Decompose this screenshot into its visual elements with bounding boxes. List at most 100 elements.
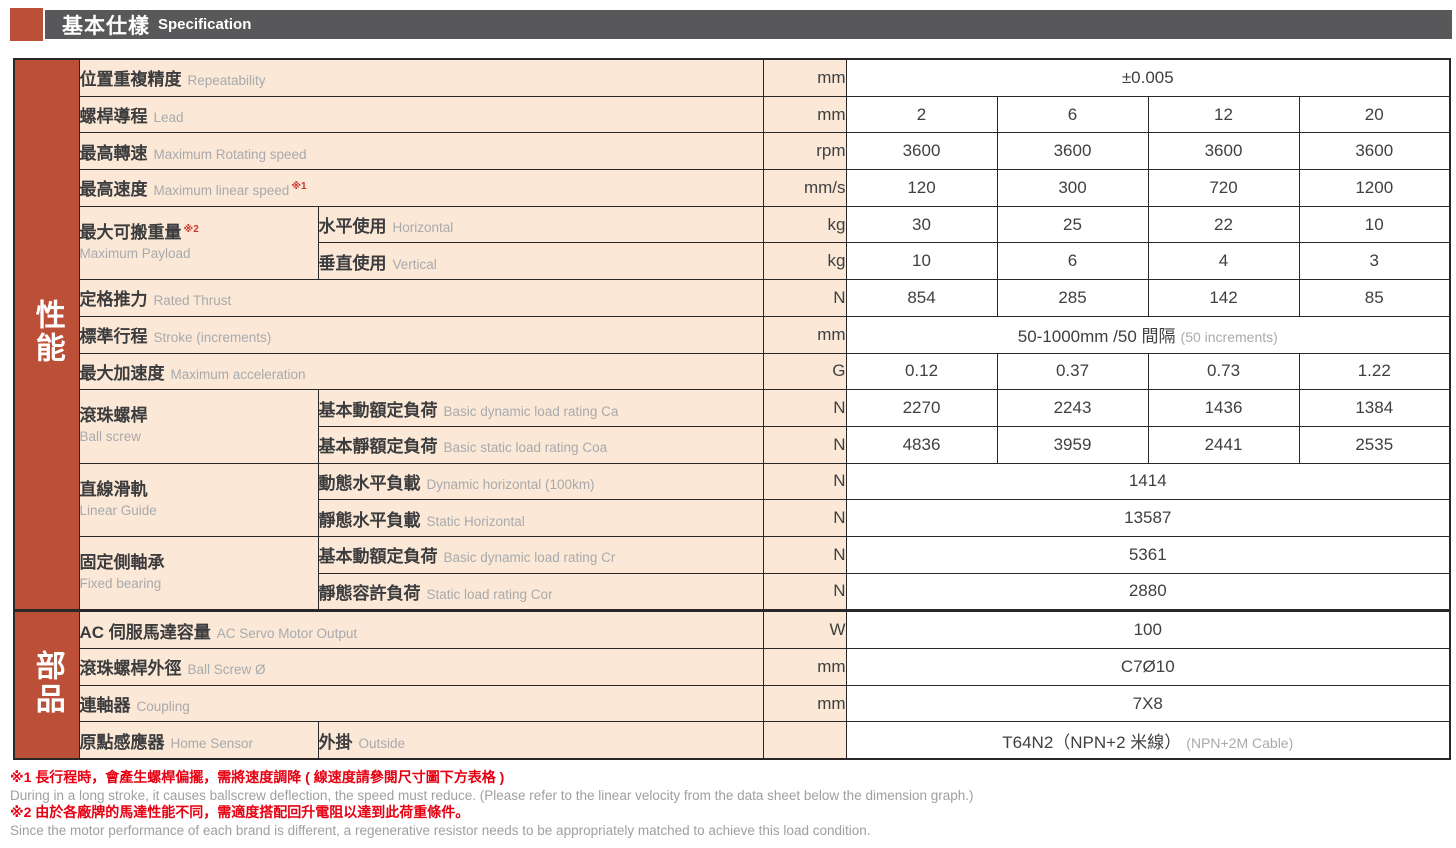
row-label-line-zh: 最大可搬重量 ※2 [80, 222, 318, 244]
table-row: 靜態容許負荷 Static load rating Cor N 2880 [14, 572, 1451, 612]
row-label-zh: 位置重複精度 [79, 70, 182, 90]
row-label-cell: 直線滑軌 Linear Guide [78, 462, 319, 537]
row-label-en: Linear Guide [79, 502, 157, 518]
row-sublabel-en: Basic dynamic load rating Ca [443, 403, 619, 419]
unit-cell: kg [762, 242, 847, 281]
unit-cell: mm [762, 315, 847, 354]
value-text: 100 [1133, 620, 1162, 640]
row-sublabel-cell: 基本動額定負荷 Basic dynamic load rating Ca [317, 389, 764, 427]
row-label-zh: 最大加速度 [79, 363, 165, 383]
value-text: 1414 [1128, 471, 1167, 491]
row-label-en: Fixed bearing [79, 576, 162, 592]
row-label-zh: 原點感應器 [79, 732, 165, 752]
value-cell: 3959 [996, 425, 1149, 464]
value-cell: 6 [996, 242, 1149, 281]
value-cell: ±0.005 [845, 58, 1451, 97]
value-cell: 3600 [1147, 132, 1300, 171]
row-label-cell: 滾珠螺桿外徑 Ball Screw Ø [78, 648, 764, 686]
section-label-text: 性能 [30, 299, 64, 366]
value-cell: 22 [1147, 205, 1300, 244]
row-sublabel-en: Static Horizontal [426, 513, 525, 529]
row-label-en: Maximum acceleration [170, 366, 306, 382]
table-row: 最大加速度 Maximum acceleration G 0.12 0.37 0.73 1.… [14, 352, 1451, 391]
value-cell: 4 [1147, 242, 1300, 281]
footnote-1-zh: ※1 長行程時，會產生螺桿偏擺，需將速度調降 ( 線速度請參閱尺寸圖下方表格 ) [10, 769, 505, 786]
unit-cell: mm [762, 95, 847, 134]
value-cell: 1.22 [1298, 352, 1451, 391]
value-cell: 85 [1298, 279, 1451, 317]
table-row: 連軸器 Coupling mm 7X8 [14, 684, 1451, 723]
row-sublabel-zh: 垂直使用 [318, 253, 387, 273]
table-row: 原點感應器 Home Sensor 外掛 Outside T64N2（NPN+2 米線）… [14, 721, 1451, 760]
row-label-zh: 定格推力 [79, 290, 148, 310]
spec-table-wrapper: 性能 位置重複精度 Repeatability mm ±0.005 螺桿導程 Lead mm 2… [13, 58, 1456, 761]
row-label-line-en: Ball screw [80, 427, 318, 447]
row-label-line-zh: 直線滑軌 [80, 479, 318, 501]
row-label-cell: 滾珠螺桿 Ball screw [78, 389, 319, 464]
row-label-en: Home Sensor [170, 735, 254, 751]
spec-table: 性能 位置重複精度 Repeatability mm ±0.005 螺桿導程 Lead mm 2… [13, 58, 1452, 761]
row-label-cell: 最大可搬重量 ※2 Maximum Payload [78, 205, 319, 281]
unit-cell: N [762, 425, 847, 464]
value-cell: 1384 [1298, 389, 1451, 427]
unit-cell: mm [762, 684, 847, 723]
unit-cell: N [762, 572, 847, 612]
value-cell: 6 [996, 95, 1149, 134]
section-label-text: 部品 [30, 649, 64, 716]
unit-cell: N [762, 279, 847, 317]
table-row: 標準行程 Stroke (increments) mm 50-1000mm /50 間… [14, 315, 1451, 354]
row-sublabel-zh: 基本動額定負荷 [318, 400, 438, 420]
row-label-zh: 固定側軸承 [79, 553, 165, 573]
value-cell: 3 [1298, 242, 1451, 281]
value-note: (50 increments) [1180, 329, 1278, 346]
row-label-zh: 最大可搬重量 [79, 222, 182, 242]
row-label-cell: 最高速度 Maximum linear speed ※1 [78, 169, 764, 207]
footnote-ref: ※2 [183, 223, 199, 235]
row-sublabel-en: Horizontal [392, 220, 454, 236]
row-label-en: Repeatability [187, 73, 266, 89]
row-sublabel-en: Basic static load rating Coa [443, 440, 608, 456]
row-label-cell: AC 伺服馬達容量 AC Servo Motor Output [78, 609, 764, 649]
unit-cell: W [762, 609, 847, 649]
row-sublabel-cell: 靜態水平負載 Static Horizontal [317, 499, 764, 537]
row-label-line-en: Maximum Payload [80, 244, 318, 264]
footnote-ref: ※1 [291, 181, 307, 193]
row-sublabel-cell: 基本動額定負荷 Basic dynamic load rating Cr [317, 535, 764, 574]
value-cell: 5361 [845, 535, 1451, 574]
value-cell: 2441 [1147, 425, 1300, 464]
row-label-en: Stroke (increments) [153, 330, 272, 346]
row-sublabel-en: Static load rating Cor [426, 586, 553, 602]
value-cell: 120 [845, 169, 998, 207]
row-label-zh: 最高轉速 [79, 143, 148, 163]
value-cell: 2 [845, 95, 998, 134]
footnote-2-zh: ※2 由於各廠牌的馬達性能不同，需適度搭配回升電阻以達到此荷重條件。 [10, 804, 470, 821]
row-sublabel-cell: 垂直使用 Vertical [317, 242, 764, 281]
row-sublabel-en: Outside [358, 735, 406, 751]
row-label-en: Ball screw [79, 429, 142, 445]
row-sublabel-en: Basic dynamic load rating Cr [443, 550, 616, 566]
value-cell: 30 [845, 205, 998, 244]
value-cell: 3600 [845, 132, 998, 171]
row-sublabel-zh: 靜態容許負荷 [318, 583, 421, 603]
value-cell: 142 [1147, 279, 1300, 317]
value-cell: 10 [1298, 205, 1451, 244]
value-text: 7X8 [1132, 693, 1163, 713]
row-label-en: AC Servo Motor Output [216, 625, 358, 641]
row-sublabel-cell: 水平使用 Horizontal [317, 205, 764, 244]
row-label-cell: 位置重複精度 Repeatability [78, 58, 764, 97]
row-label-cell: 定格推力 Rated Thrust [78, 279, 764, 317]
row-sublabel-en: Dynamic horizontal (100km) [426, 476, 595, 492]
value-cell: 2535 [1298, 425, 1451, 464]
row-sublabel-zh: 基本靜額定負荷 [318, 437, 438, 457]
footnote-1-en: During in a long stroke, it causes balls… [10, 787, 974, 803]
value-cell: 720 [1147, 169, 1300, 207]
row-label-cell: 標準行程 Stroke (increments) [78, 315, 764, 354]
row-sublabel-cell: 動態水平負載 Dynamic horizontal (100km) [317, 462, 764, 501]
row-label-zh: AC 伺服馬達容量 [79, 622, 211, 642]
value-cell: 0.73 [1147, 352, 1300, 391]
value-cell: 20 [1298, 95, 1451, 134]
row-label-en: Maximum Rotating speed [153, 146, 307, 162]
value-cell: 10 [845, 242, 998, 281]
unit-cell: mm [762, 58, 847, 97]
row-label-en: Maximum Payload [79, 245, 191, 261]
